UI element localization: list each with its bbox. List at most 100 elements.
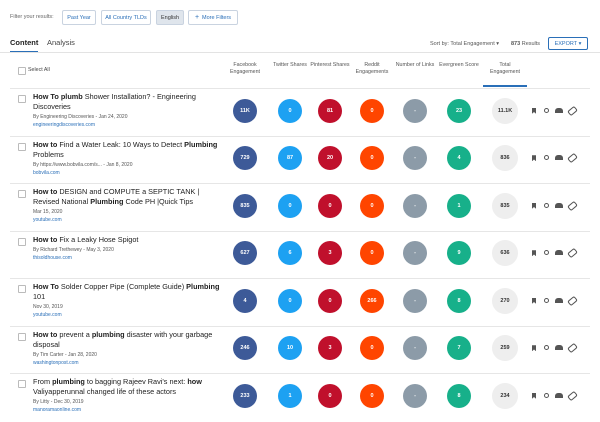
metric-circle: 8	[447, 383, 471, 408]
title-segment: How to	[33, 187, 58, 196]
metric-circle: -	[403, 241, 427, 266]
share-icon[interactable]	[544, 250, 549, 256]
total-engagement: 234	[492, 382, 518, 409]
sort-dropdown[interactable]: Sort by: Total Engagement ▾	[430, 41, 500, 47]
share-icon[interactable]	[544, 107, 549, 113]
metric-circle: 0	[278, 193, 302, 218]
title-segment: plumbing	[52, 377, 85, 386]
link-icon[interactable]	[567, 248, 578, 259]
metric-circle: 87	[278, 146, 302, 171]
bookmark-icon[interactable]	[532, 250, 536, 257]
metric-circle: 0	[278, 288, 302, 313]
metric-circle: 23	[447, 98, 471, 123]
metric-circle: 6	[278, 241, 302, 266]
influencers-icon[interactable]	[555, 155, 563, 161]
article-title[interactable]: How To plumb Shower Installation? - Engi…	[33, 92, 223, 112]
filter-label: Filter your results:	[10, 14, 54, 20]
filter-button[interactable]: Past Year	[62, 10, 96, 25]
more-filters-button[interactable]: + More Filters	[188, 10, 238, 25]
column-header: Reddit Engagements	[355, 62, 389, 75]
result-row: How To plumb Shower Installation? - Engi…	[10, 88, 590, 137]
metric-circle: 0	[360, 98, 384, 123]
checkbox[interactable]	[18, 237, 26, 246]
article-title[interactable]: From plumbing to bagging Rajeev Ravi's n…	[33, 377, 223, 397]
link-icon[interactable]	[567, 200, 578, 211]
total-engagement: 11.1K	[492, 97, 518, 124]
article-domain[interactable]: thisoldhouse.com	[33, 254, 72, 261]
article-domain[interactable]: youtube.com	[33, 312, 62, 318]
title-segment: How to	[33, 234, 58, 244]
link-icon[interactable]	[567, 153, 578, 164]
link-icon[interactable]	[567, 105, 578, 116]
influencers-icon[interactable]	[555, 345, 563, 351]
bookmark-icon[interactable]	[532, 345, 536, 352]
title-segment: Solder Copper Pipe (Complete Guide)	[58, 282, 187, 291]
metric-circle: 0	[318, 288, 342, 313]
share-icon[interactable]	[544, 202, 549, 208]
article-title[interactable]: How to Find a Water Leak: 10 Ways to Det…	[33, 140, 223, 160]
influencers-icon[interactable]	[555, 297, 563, 303]
link-icon[interactable]	[567, 390, 578, 401]
title-segment: Plumbing	[186, 282, 220, 291]
article-domain[interactable]: engineeringdiscoveries.com	[33, 122, 95, 128]
metric-circle: -	[403, 288, 427, 313]
link-icon[interactable]	[567, 343, 578, 354]
title-segment: Valiyapperunnal changed life of these ac…	[33, 387, 177, 396]
article-title[interactable]: How to DESIGN and COMPUTE a SEPTIC TANK …	[33, 187, 223, 207]
share-icon[interactable]	[544, 392, 549, 398]
button-label: More Filters	[202, 14, 232, 21]
share-icon[interactable]	[544, 297, 549, 303]
metric-circle: -	[403, 146, 427, 171]
title-segment: disaster with your garbage disposal	[33, 329, 213, 349]
checkbox[interactable]	[18, 95, 26, 103]
select-all-label: Select All	[28, 67, 50, 73]
metric-circle: 0	[360, 383, 384, 408]
filter-button[interactable]: English	[156, 10, 184, 25]
title-segment: Plumbing	[184, 139, 218, 149]
bookmark-icon[interactable]	[532, 392, 536, 399]
checkbox[interactable]	[18, 285, 26, 293]
share-icon[interactable]	[544, 345, 549, 351]
article-title[interactable]: How To Solder Copper Pipe (Complete Guid…	[33, 282, 223, 302]
metric-circle: 233	[233, 383, 257, 408]
title-segment: Fix a Leaky Hose Spigot	[57, 234, 139, 244]
article-domain[interactable]: youtube.com	[33, 217, 62, 223]
tab[interactable]: Content	[10, 38, 39, 53]
result-row: How To Solder Copper Pipe (Complete Guid…	[10, 278, 590, 327]
total-engagement: 835	[492, 192, 518, 219]
metric-circle: -	[403, 193, 427, 218]
metric-circle: 7	[447, 336, 471, 361]
divider	[0, 52, 600, 53]
article-domain[interactable]: bobvila.com	[33, 169, 60, 176]
influencers-icon[interactable]	[555, 202, 563, 208]
metric-circle: 20	[318, 146, 342, 171]
checkbox[interactable]	[18, 142, 26, 151]
column-header: Evergreen Score	[439, 62, 479, 68]
influencers-icon[interactable]	[555, 107, 563, 113]
bookmark-icon[interactable]	[532, 202, 536, 209]
tab[interactable]: Analysis	[47, 38, 75, 47]
article-domain[interactable]: washingtonpost.com	[33, 359, 79, 366]
checkbox[interactable]	[18, 332, 26, 341]
metric-circle: 4	[233, 288, 257, 313]
bookmark-icon[interactable]	[532, 155, 536, 162]
checkbox[interactable]	[18, 190, 26, 198]
article-title[interactable]: How to Fix a Leaky Hose Spigot	[33, 235, 223, 245]
article-title[interactable]: How to prevent a plumbing disaster with …	[33, 330, 223, 350]
checkbox[interactable]	[18, 67, 26, 75]
result-row: From plumbing to bagging Rajeev Ravi's n…	[10, 373, 590, 422]
export-button[interactable]: EXPORT ▾	[548, 37, 588, 50]
influencers-icon[interactable]	[555, 250, 563, 256]
article-domain[interactable]: manoramaonline.com	[33, 407, 82, 413]
bookmark-icon[interactable]	[532, 107, 536, 114]
link-icon[interactable]	[567, 295, 578, 306]
metric-circle: 246	[233, 336, 257, 361]
metric-circle: 0	[318, 383, 342, 408]
filter-button[interactable]: All Country TLDs	[101, 10, 151, 25]
share-icon[interactable]	[544, 155, 549, 161]
title-segment: to bagging Rajeev Ravi's next:	[84, 377, 188, 386]
checkbox[interactable]	[18, 380, 26, 388]
influencers-icon[interactable]	[555, 392, 563, 398]
bookmark-icon[interactable]	[532, 297, 536, 304]
